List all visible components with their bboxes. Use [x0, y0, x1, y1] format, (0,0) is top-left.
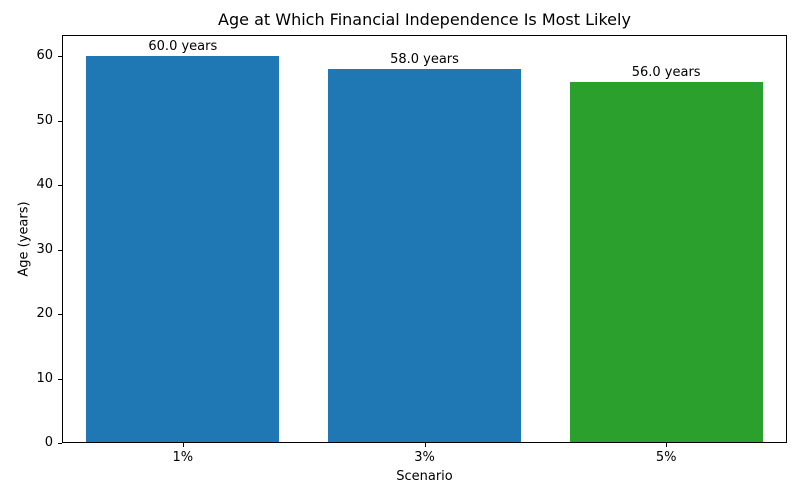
x-tick-mark: [424, 443, 426, 447]
y-tick-mark: [58, 249, 62, 251]
y-tick-mark: [58, 314, 62, 316]
bar: [328, 69, 521, 443]
x-tick-mark: [182, 443, 184, 447]
y-tick-mark: [58, 443, 62, 444]
y-tick-label: 50: [36, 112, 53, 128]
y-tick-mark: [58, 185, 62, 187]
bar-value-label: 60.0 years: [148, 39, 218, 55]
y-tick-label: 40: [36, 177, 53, 193]
y-tick-label: 60: [36, 48, 53, 64]
y-tick-mark: [58, 120, 62, 122]
bar-value-label: 58.0 years: [390, 52, 459, 68]
y-tick-label: 20: [36, 306, 53, 322]
y-tick-label: 0: [44, 435, 53, 450]
y-tick-label: 10: [36, 370, 53, 386]
y-tick-label: 30: [36, 241, 53, 257]
y-tick-mark: [58, 56, 62, 58]
x-tick-label: 5%: [655, 450, 677, 465]
y-axis-label: Age (years): [16, 201, 32, 277]
chart-title: Age at Which Financial Independence Is M…: [218, 10, 631, 29]
y-tick-mark: [58, 378, 62, 380]
bar: [86, 56, 280, 443]
bar-value-label: 56.0 years: [631, 65, 701, 81]
x-tick-label: 1%: [172, 450, 194, 465]
x-axis-label: Scenario: [396, 469, 453, 484]
x-tick-mark: [666, 443, 668, 447]
bar: [569, 82, 763, 443]
x-tick-label: 3%: [414, 450, 435, 465]
